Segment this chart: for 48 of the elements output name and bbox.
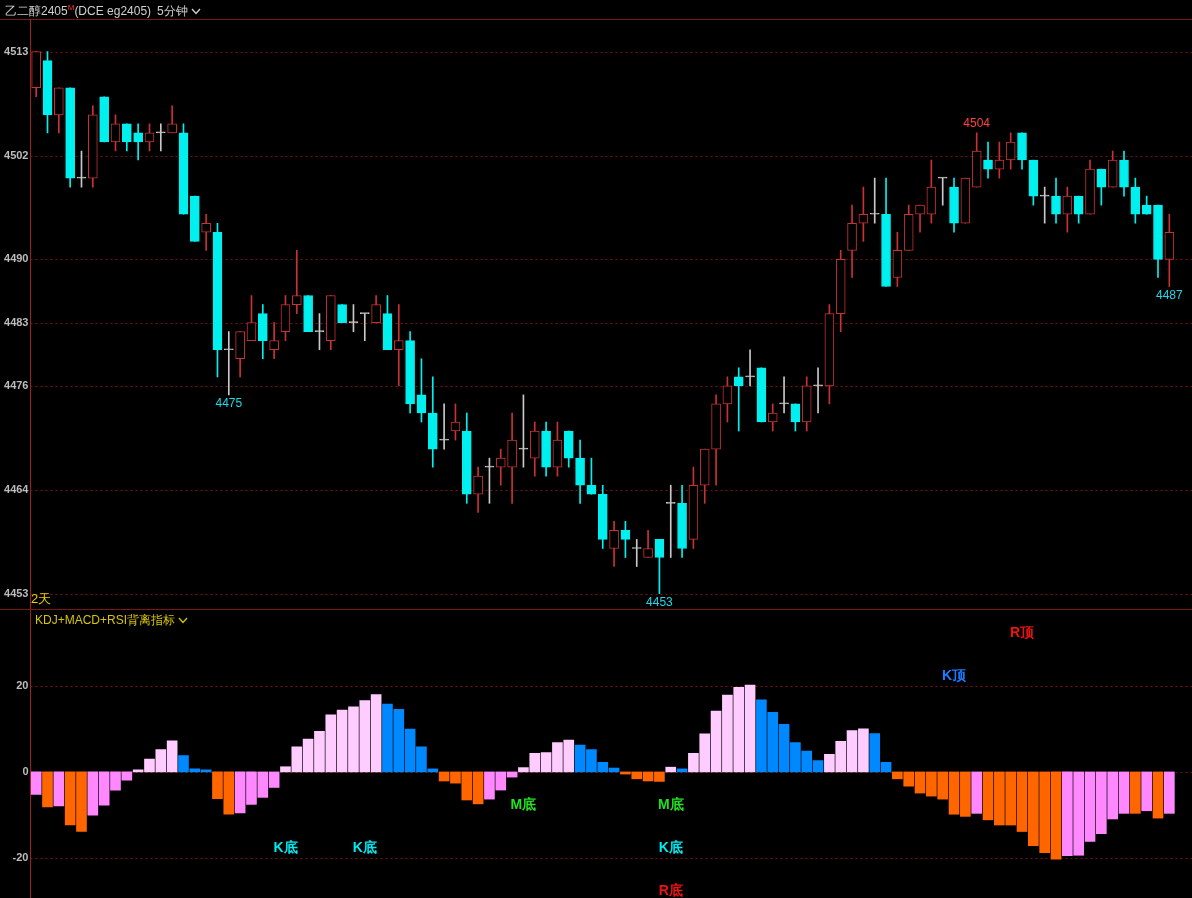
candlestick — [155, 123, 166, 152]
bar — [1164, 771, 1175, 814]
bar — [42, 771, 53, 808]
bar — [1130, 771, 1141, 814]
bar — [971, 771, 983, 814]
annotation: 4487 — [1155, 287, 1183, 302]
y-tick-label: -20 — [12, 851, 29, 864]
candlestick — [733, 367, 744, 432]
y-tick-label: 0 — [22, 764, 29, 777]
annotation: K底 — [273, 838, 298, 855]
y-tick-label: 4502 — [4, 148, 29, 161]
annotation: 4475 — [215, 396, 243, 411]
annotation: R底 — [658, 882, 683, 898]
candlestick — [779, 376, 789, 414]
candlestick — [1039, 186, 1050, 224]
y-tick-label: 4464 — [4, 482, 30, 495]
candlestick — [813, 367, 823, 414]
candlestick — [291, 250, 302, 314]
annotation: K底 — [352, 838, 377, 855]
annotation: K底 — [658, 838, 683, 855]
candlestick — [439, 403, 449, 450]
bar — [1152, 771, 1164, 819]
annotation: R顶 — [1009, 624, 1036, 641]
candlestick — [665, 484, 676, 558]
y-tick-label: 4453 — [4, 586, 29, 599]
annotation: 4453 — [646, 594, 674, 609]
chart-title: KDJ+MACD+RSI背离指标 — [35, 613, 176, 627]
annotation: 2天 — [31, 590, 52, 608]
y-tick-label: 4483 — [4, 315, 29, 328]
annotation: K顶 — [941, 666, 968, 683]
y-tick-label: 4513 — [4, 44, 29, 57]
bar — [665, 766, 677, 773]
candlestick — [869, 177, 880, 224]
y-tick-label: 4490 — [4, 252, 29, 265]
candlestick — [937, 176, 948, 206]
candlestick — [745, 349, 755, 387]
annotation: M底 — [510, 796, 537, 813]
y-tick-label: 20 — [16, 678, 29, 691]
bar — [53, 771, 65, 807]
bar — [30, 771, 42, 795]
chart-subtitle: 5分钟 — [157, 4, 188, 18]
annotation: M底 — [657, 796, 684, 813]
chart-title: 乙二醇2405$^{M}$(DCE eg2405) — [5, 3, 152, 20]
candlestick — [223, 331, 234, 396]
candlestick — [393, 304, 404, 387]
annotation: 4504 — [963, 116, 991, 131]
y-tick-label: 4476 — [4, 378, 29, 391]
bar — [1141, 771, 1152, 812]
